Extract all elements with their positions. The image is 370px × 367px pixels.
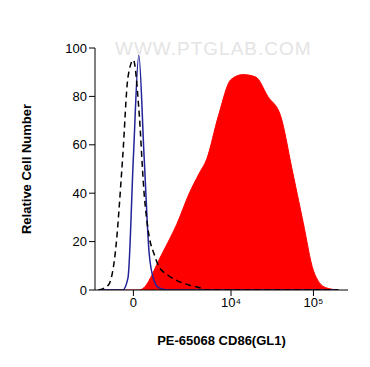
svg-text:20: 20 xyxy=(73,234,87,249)
svg-text:PE-65068 CD86(GL1): PE-65068 CD86(GL1) xyxy=(157,333,286,348)
html-text:WWW.PTGLAB.COM: WWW.PTGLAB.COM xyxy=(115,38,312,59)
svg-text:Relative Cell Number: Relative Cell Number xyxy=(19,104,34,234)
svg-text:60: 60 xyxy=(73,137,87,152)
svg-text:40: 40 xyxy=(73,186,87,201)
svg-text:0: 0 xyxy=(130,295,137,310)
svg-text:10⁵: 10⁵ xyxy=(304,295,324,310)
svg-text:10⁴: 10⁴ xyxy=(221,295,241,310)
svg-text:0: 0 xyxy=(80,283,87,298)
svg-text:80: 80 xyxy=(73,89,87,104)
svg-text:100: 100 xyxy=(65,41,87,56)
